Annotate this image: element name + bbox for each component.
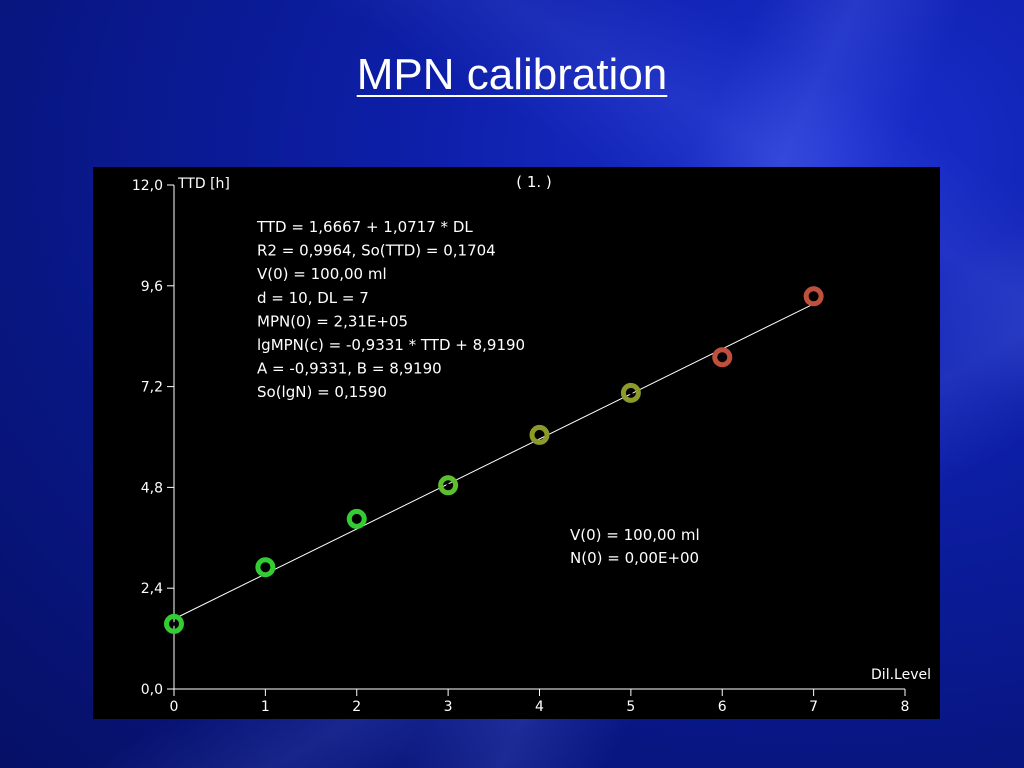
data-point-ring	[529, 424, 550, 445]
y-tick-label: 0,0	[141, 682, 163, 698]
x-tick-label: 6	[718, 699, 727, 715]
equation-line: R2 = 0,9964, So(TTD) = 0,1704	[257, 242, 496, 260]
x-tick-label: 0	[170, 699, 179, 715]
x-tick-label: 2	[352, 699, 361, 715]
data-point-ring	[164, 613, 184, 634]
y-tick-label: 7,2	[141, 380, 163, 396]
x-tick-label: 4	[535, 699, 544, 715]
data-point-ring	[620, 382, 641, 403]
data-point-ring	[255, 557, 276, 578]
slide-title: MPN calibration	[356, 50, 668, 99]
y-tick-label: 2,4	[141, 581, 163, 597]
data-point-ring	[438, 475, 459, 496]
equation-line: TTD = 1,6667 + 1,0717 * DL	[256, 218, 473, 236]
calibration-chart: 0,0 2,4 4,8 7,2 9,6 12,0 0 1 2 3 4 5 6 7 8 TTD [h] Dil.L…	[132, 173, 931, 715]
x-tick-label: 7	[809, 699, 818, 715]
summary-line: N(0) = 0,00E+00	[570, 549, 699, 567]
data-point	[620, 382, 641, 403]
data-point-ring	[346, 508, 367, 529]
run-label: ( 1. )	[516, 173, 552, 191]
equation-line: lgMPN(c) = -0,9331 * TTD + 8,9190	[257, 336, 525, 354]
data-point-center	[172, 622, 176, 626]
x-tick-label: 5	[626, 699, 635, 715]
summary-line: V(0) = 100,00 ml	[570, 526, 700, 544]
data-point-center	[537, 433, 542, 437]
data-point	[164, 613, 184, 634]
x-axis-label: Dil.Level	[871, 667, 931, 683]
axes: 0,0 2,4 4,8 7,2 9,6 12,0 0 1 2 3 4 5 6 7 8 TTD [h] Dil.L…	[132, 173, 931, 715]
data-point-center	[354, 517, 359, 521]
data-point-center	[263, 565, 268, 569]
x-tick-label: 1	[261, 699, 270, 715]
x-tick-label: 3	[444, 699, 453, 715]
data-point-center	[629, 391, 633, 395]
equation-line: A = -0,9331, B = 8,9190	[257, 360, 442, 378]
equation-line: MPN(0) = 2,31E+05	[257, 312, 408, 330]
data-point-center	[811, 294, 816, 299]
data-point	[712, 347, 733, 368]
data-point	[438, 475, 459, 496]
y-axis-label: TTD [h]	[177, 176, 230, 192]
annotations: TTD = 1,6667 + 1,0717 * DL R2 = 0,9964, S…	[256, 218, 700, 567]
equation-line: d = 10, DL = 7	[257, 289, 369, 307]
equation-line: V(0) = 100,00 ml	[257, 265, 387, 283]
data-point	[255, 557, 276, 578]
data-point	[529, 424, 550, 445]
chart-panel: 0,0 2,4 4,8 7,2 9,6 12,0 0 1 2 3 4 5 6 7 8 TTD [h] Dil.L…	[93, 167, 940, 719]
fit-line-group	[173, 303, 814, 620]
x-tick-label: 8	[901, 699, 910, 715]
data-point-ring	[803, 286, 824, 307]
y-tick-label: 4,8	[141, 480, 163, 496]
equation-line: So(lgN) = 0,1590	[257, 383, 387, 401]
data-point	[803, 286, 824, 307]
y-tick-label: 12,0	[132, 178, 163, 194]
fit-line	[173, 303, 814, 620]
data-point	[346, 508, 367, 529]
data-points	[164, 286, 824, 634]
data-point-center	[446, 483, 450, 488]
data-point-center	[720, 355, 725, 359]
data-point-ring	[712, 347, 733, 368]
y-tick-label: 9,6	[141, 279, 163, 295]
